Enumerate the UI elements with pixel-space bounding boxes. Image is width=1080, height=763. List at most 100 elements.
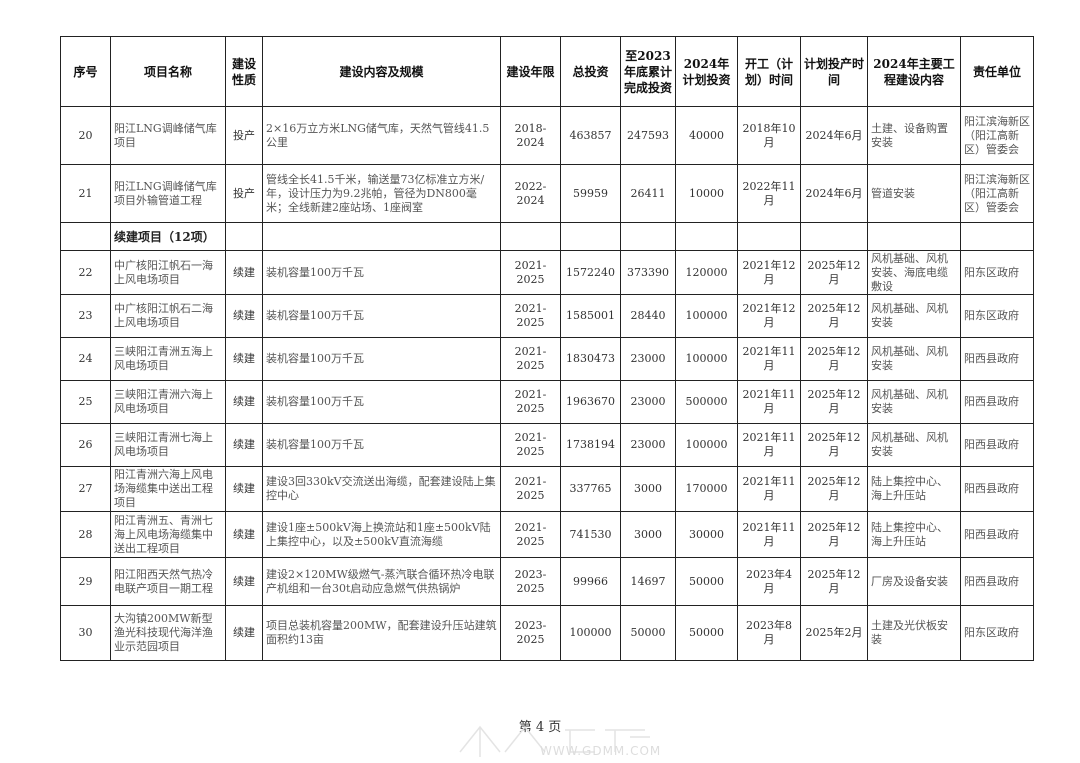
cell-period: 2021-2025 (500, 294, 561, 338)
cell-unit: 阳西县政府 (960, 511, 1034, 558)
cell-done: 23000 (620, 337, 676, 381)
cell-content: 项目总装机容量200MW，配套建设升压站建筑面积约13亩 (262, 605, 501, 661)
cell-type: 续建 (225, 605, 263, 661)
cell-plan: 100000 (675, 337, 738, 381)
cell-work: 陆上集控中心、海上升压站 (867, 511, 961, 558)
cell-no: 26 (60, 423, 111, 467)
cell-finish: 2025年12月 (800, 337, 868, 381)
header-col-name: 项目名称 (110, 36, 226, 107)
empty-cell (737, 222, 801, 251)
cell-start: 2018年10月 (737, 106, 801, 165)
cell-plan: 30000 (675, 511, 738, 558)
cell-done: 3000 (620, 466, 676, 512)
cell-start: 2021年11月 (737, 337, 801, 381)
cell-finish: 2025年12月 (800, 423, 868, 467)
cell-unit: 阳东区政府 (960, 605, 1034, 661)
cell-name: 阳江LNG调峰储气库项目外输管道工程 (110, 164, 226, 223)
cell-no: 22 (60, 250, 111, 295)
cell-work: 风机基础、风机安装 (867, 294, 961, 338)
cell-finish: 2025年12月 (800, 466, 868, 512)
empty-cell (60, 222, 111, 251)
cell-plan: 100000 (675, 423, 738, 467)
cell-unit: 阳西县政府 (960, 380, 1034, 424)
cell-no: 30 (60, 605, 111, 661)
cell-name: 三峡阳江青洲七海上风电场项目 (110, 423, 226, 467)
table-row: 24 三峡阳江青洲五海上风电场项目 续建 装机容量100万千瓦 2021-2025 183… (60, 337, 1034, 381)
cell-finish: 2025年12月 (800, 250, 868, 295)
cell-period: 2021-2025 (500, 337, 561, 381)
cell-content: 2×16万立方米LNG储气库，天然气管线41.5公里 (262, 106, 501, 165)
cell-content: 建设1座±500kV海上换流站和1座±500kV陆上集控中心，以及±500kV直… (262, 511, 501, 558)
header-col-content: 建设内容及规模 (262, 36, 501, 107)
table-row: 23 中广核阳江帆石二海上风电场项目 续建 装机容量100万千瓦 2021-2025 15… (60, 294, 1034, 338)
table-row: 22 中广核阳江帆石一海上风电场项目 续建 装机容量100万千瓦 2021-2025 15… (60, 250, 1034, 295)
cell-no: 28 (60, 511, 111, 558)
header-col-unit: 责任单位 (960, 36, 1034, 107)
empty-cell (262, 222, 501, 251)
cell-total: 100000 (560, 605, 621, 661)
cell-plan: 40000 (675, 106, 738, 165)
cell-plan: 500000 (675, 380, 738, 424)
cell-type: 续建 (225, 294, 263, 338)
cell-work: 陆上集控中心、海上升压站 (867, 466, 961, 512)
empty-cell (960, 222, 1034, 251)
cell-done: 50000 (620, 605, 676, 661)
cell-unit: 阳西县政府 (960, 423, 1034, 467)
cell-name: 中广核阳江帆石二海上风电场项目 (110, 294, 226, 338)
cell-start: 2021年11月 (737, 380, 801, 424)
cell-start: 2021年11月 (737, 423, 801, 467)
cell-period: 2023-2025 (500, 557, 561, 606)
section-row: 续建项目（12项） (60, 222, 1034, 251)
cell-period: 2018-2024 (500, 106, 561, 165)
cell-period: 2022-2024 (500, 164, 561, 223)
cell-content: 装机容量100万千瓦 (262, 250, 501, 295)
cell-no: 24 (60, 337, 111, 381)
cell-finish: 2025年12月 (800, 294, 868, 338)
table-row: 30 大沟镇200MW新型渔光科技现代海洋渔业示范园项目 续建 项目总装机容量200M… (60, 605, 1034, 661)
cell-total: 741530 (560, 511, 621, 558)
cell-type: 续建 (225, 250, 263, 295)
cell-period: 2021-2025 (500, 466, 561, 512)
cell-name: 阳江LNG调峰储气库项目 (110, 106, 226, 165)
header-col-total: 总投资 (560, 36, 621, 107)
cell-unit: 阳东区政府 (960, 294, 1034, 338)
cell-unit: 阳东区政府 (960, 250, 1034, 295)
header-row: 序号 项目名称 建设性质 建设内容及规模 建设年限 总投资 至2023年底累计完成投资 202… (60, 36, 1034, 107)
cell-unit: 阳江滨海新区（阳江高新区）管委会 (960, 164, 1034, 223)
cell-content: 装机容量100万千瓦 (262, 337, 501, 381)
cell-work: 管道安装 (867, 164, 961, 223)
cell-start: 2021年12月 (737, 294, 801, 338)
cell-done: 3000 (620, 511, 676, 558)
cell-type: 续建 (225, 511, 263, 558)
cell-unit: 阳西县政府 (960, 337, 1034, 381)
cell-content: 建设2×120MW级燃气-蒸汽联合循环热冷电联产机组和一台30t启动应急燃气供热… (262, 557, 501, 606)
cell-name: 阳江青洲六海上风电场海缆集中送出工程项目 (110, 466, 226, 512)
cell-period: 2021-2025 (500, 423, 561, 467)
table-row: 25 三峡阳江青洲六海上风电场项目 续建 装机容量100万千瓦 2021-2025 196… (60, 380, 1034, 424)
cell-plan: 100000 (675, 294, 738, 338)
table-row: 20 阳江LNG调峰储气库项目 投产 2×16万立方米LNG储气库，天然气管线41.5… (60, 106, 1034, 165)
cell-no: 21 (60, 164, 111, 223)
empty-cell (800, 222, 868, 251)
cell-no: 25 (60, 380, 111, 424)
cell-work: 土建、设备购置安装 (867, 106, 961, 165)
cell-type: 续建 (225, 557, 263, 606)
cell-start: 2021年11月 (737, 511, 801, 558)
cell-start: 2021年11月 (737, 466, 801, 512)
cell-start: 2023年4月 (737, 557, 801, 606)
cell-done: 373390 (620, 250, 676, 295)
cell-work: 风机基础、风机安装 (867, 423, 961, 467)
header-col-work: 2024年主要工程建设内容 (867, 36, 961, 107)
cell-period: 2021-2025 (500, 250, 561, 295)
cell-finish: 2025年12月 (800, 557, 868, 606)
cell-type: 投产 (225, 164, 263, 223)
empty-cell (225, 222, 263, 251)
cell-finish: 2025年2月 (800, 605, 868, 661)
table-row: 28 阳江青洲五、青洲七海上风电场海缆集中送出工程项目 续建 建设1座±500kV海上… (60, 511, 1034, 558)
table-row: 21 阳江LNG调峰储气库项目外输管道工程 投产 管线全长41.5千米，输送量73亿标… (60, 164, 1034, 223)
empty-cell (500, 222, 561, 251)
cell-total: 99966 (560, 557, 621, 606)
cell-name: 大沟镇200MW新型渔光科技现代海洋渔业示范园项目 (110, 605, 226, 661)
cell-period: 2021-2025 (500, 380, 561, 424)
cell-total: 337765 (560, 466, 621, 512)
